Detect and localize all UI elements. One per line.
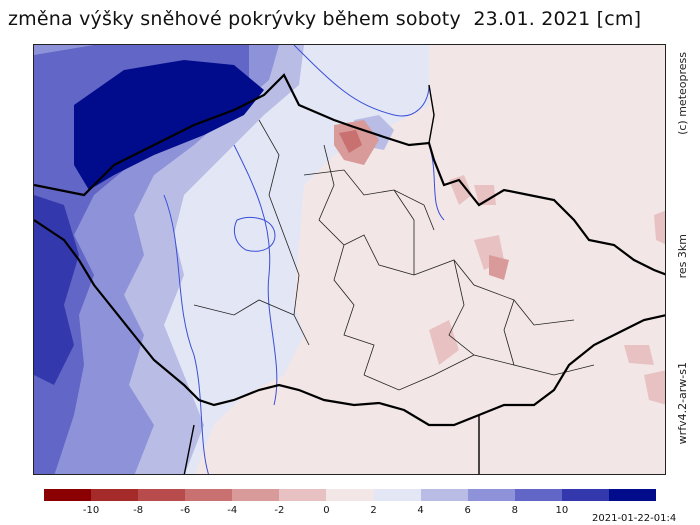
snow-gain-patch-central xyxy=(429,320,459,365)
color-scale-segment xyxy=(138,489,186,501)
color-scale-tick-label: 0 xyxy=(323,505,330,516)
snow-loss-max-zone xyxy=(74,60,264,190)
color-scale-segment xyxy=(608,489,657,501)
color-scale xyxy=(44,489,657,501)
color-scale-segment xyxy=(373,489,421,501)
color-scale-segment xyxy=(326,489,374,501)
color-scale-tick-label: -10 xyxy=(82,505,100,516)
contour-line xyxy=(163,194,209,474)
color-scale-segment xyxy=(561,489,609,501)
color-scale-segment xyxy=(467,489,515,501)
color-scale-tick-label: -6 xyxy=(180,505,191,516)
snow-gain-patch-far-east xyxy=(654,210,665,245)
contour-line xyxy=(233,217,276,252)
color-scale-segment xyxy=(91,489,139,501)
contour-line xyxy=(293,45,430,117)
color-scale-tick-label: 4 xyxy=(417,505,424,516)
snow-loss-max-zone-south xyxy=(34,195,79,385)
color-scale-tick-label: -4 xyxy=(227,505,238,516)
color-scale-ticks: -10 -8 -6 -4 -2 0 2 4 6 8 10 xyxy=(44,505,656,519)
color-scale-tick-label: 10 xyxy=(555,505,569,516)
snow-gain-patch-east-edge xyxy=(644,370,665,405)
color-scale-segment xyxy=(420,489,468,501)
snow-gain-patch-east3 xyxy=(489,255,509,280)
run-timestamp: 2021-01-22-01:4 xyxy=(592,513,677,524)
neighbor-border xyxy=(183,84,480,474)
color-scale-tick-label: 2 xyxy=(370,505,377,516)
copyright-label: (c) meteopress xyxy=(676,52,689,135)
color-scale-segment xyxy=(44,489,92,501)
map-title: změna výšky sněhové pokrývky během sobot… xyxy=(8,8,642,30)
snow-depth-change-map xyxy=(33,44,666,475)
contour-line xyxy=(233,144,278,406)
region-borders xyxy=(193,119,595,391)
color-scale-tick-label: -8 xyxy=(133,505,144,516)
color-scale-tick-label: -2 xyxy=(274,505,285,516)
snow-gain-patch-north-core xyxy=(339,130,362,153)
snow-gain-patch-ne xyxy=(474,185,496,205)
color-scale-tick-label: 6 xyxy=(464,505,471,516)
snow-gain-patch-southeast xyxy=(624,345,654,365)
resolution-label: res 3km xyxy=(676,234,689,279)
color-scale-segment xyxy=(185,489,233,501)
color-scale-tick-label: 8 xyxy=(511,505,518,516)
model-label: wrfv4.2-arw-s1 xyxy=(676,362,689,445)
color-scale-segment xyxy=(279,489,327,501)
color-scale-segment xyxy=(232,489,280,501)
color-scale-segment xyxy=(514,489,562,501)
